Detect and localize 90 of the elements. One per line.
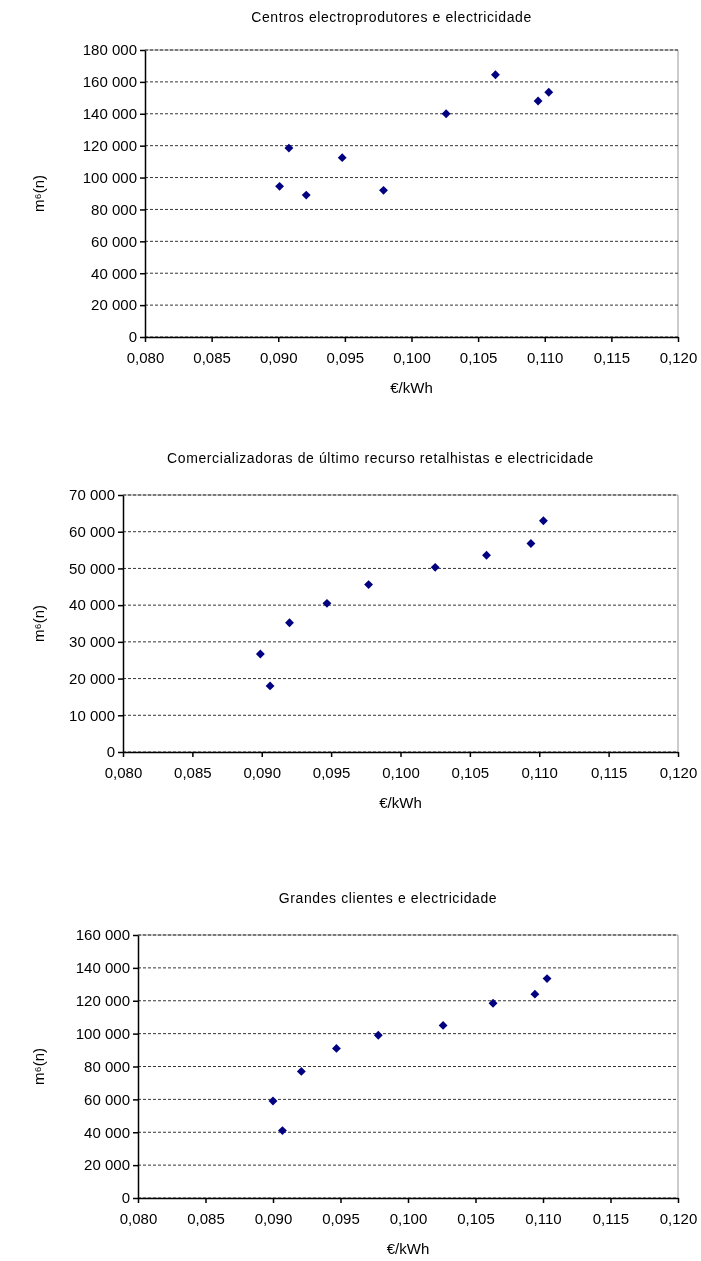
x-tick-label: 0,090: [243, 764, 282, 781]
y-tick-label: 180 000: [82, 41, 137, 59]
y-tick-label: 10 000: [69, 706, 115, 724]
point: [337, 153, 347, 163]
y-tick-label: 120 000: [75, 992, 130, 1010]
x-tick-label: 0,115: [590, 764, 628, 781]
y-tick-label: 0: [121, 1189, 130, 1207]
y-tick-label: 20 000: [91, 296, 137, 314]
x-tick-label: 0,080: [126, 349, 165, 366]
x-tick-label: 0,120: [659, 1210, 698, 1227]
y-tick-label: 140 000: [82, 105, 137, 123]
point: [332, 1043, 341, 1053]
y-tick-label: 140 000: [75, 959, 130, 977]
x-tick-label: 0,090: [254, 1210, 293, 1227]
x-tick-label: 0,095: [312, 764, 351, 781]
x-tick-label: 0,115: [592, 1210, 630, 1227]
y-tick-label: 40 000: [69, 596, 115, 614]
y-tick-label: 50 000: [69, 559, 115, 577]
y-tick-label: 60 000: [84, 1090, 130, 1108]
y-axis-title: m⁶(n): [30, 174, 47, 213]
chart-title: Centros electroprodutores e electricidade: [251, 9, 532, 25]
point: [285, 618, 294, 628]
x-tick-label: 0,100: [393, 349, 431, 366]
x-axis-title: €/kWh: [386, 1240, 430, 1257]
y-tick-label: 120 000: [82, 136, 137, 154]
y-axis-title: m⁶(n): [30, 1047, 47, 1086]
y-tick-label: 160 000: [75, 926, 130, 944]
y-tick-label: 100 000: [82, 168, 137, 186]
point: [530, 989, 540, 999]
x-tick-label: 0,095: [322, 1210, 360, 1227]
point: [482, 550, 491, 560]
y-tick-label: 60 000: [91, 232, 137, 250]
chart-title: Grandes clientes e electricidade: [278, 890, 498, 906]
x-tick-label: 0,085: [187, 1210, 225, 1227]
y-tick-label: 20 000: [69, 669, 115, 687]
point: [364, 580, 374, 590]
x-tick-label: 0,100: [382, 764, 420, 781]
point: [275, 181, 285, 191]
point: [322, 598, 332, 608]
point: [284, 143, 294, 153]
point: [538, 516, 548, 526]
x-tick-label: 0,085: [174, 764, 212, 781]
y-tick-label: 40 000: [91, 264, 137, 282]
y-tick-label: 60 000: [69, 523, 115, 541]
point: [268, 1096, 278, 1106]
y-axis-title: m⁶(n): [30, 604, 47, 643]
y-tick-label: 30 000: [69, 633, 115, 651]
point: [488, 998, 498, 1008]
point: [441, 109, 451, 119]
x-tick-label: 0,110: [521, 764, 558, 781]
x-tick-label: 0,110: [527, 349, 564, 366]
x-tick-label: 0,105: [459, 349, 498, 366]
y-tick-label: 100 000: [75, 1024, 130, 1042]
point: [526, 539, 536, 548]
x-tick-label: 0,110: [525, 1210, 562, 1227]
x-axis-title: €/kWh: [379, 794, 422, 811]
y-tick-label: 40 000: [84, 1123, 130, 1141]
x-tick-label: 0,105: [457, 1210, 495, 1227]
y-tick-label: 80 000: [84, 1057, 130, 1075]
point: [491, 70, 500, 80]
point: [430, 562, 440, 572]
x-axis-title: €/kWh: [390, 379, 433, 396]
x-tick-label: 0,105: [451, 764, 490, 781]
point: [296, 1067, 306, 1076]
x-tick-label: 0,080: [119, 1210, 158, 1227]
point: [542, 974, 552, 983]
chart-title: Comercializadoras de último recurso retalhistas e electricidade: [167, 450, 594, 466]
point: [301, 190, 311, 200]
point: [278, 1126, 287, 1136]
y-tick-label: 20 000: [84, 1156, 130, 1174]
y-tick-label: 160 000: [82, 73, 137, 91]
x-tick-label: 0,090: [259, 349, 298, 366]
x-tick-label: 0,085: [193, 349, 231, 366]
point: [438, 1020, 448, 1030]
point: [265, 681, 275, 691]
x-tick-label: 0,095: [326, 349, 365, 366]
point: [544, 87, 554, 97]
y-tick-label: 80 000: [91, 200, 137, 218]
y-tick-label: 0: [128, 328, 137, 346]
point: [379, 185, 388, 195]
x-tick-label: 0,080: [104, 764, 143, 781]
y-tick-label: 70 000: [69, 486, 115, 504]
point: [373, 1030, 383, 1040]
point: [533, 96, 543, 106]
x-tick-label: 0,115: [593, 349, 631, 366]
x-tick-label: 0,120: [659, 764, 698, 781]
x-tick-label: 0,120: [659, 349, 698, 366]
point: [255, 649, 265, 659]
x-tick-label: 0,100: [389, 1210, 428, 1227]
y-tick-label: 0: [106, 743, 115, 761]
